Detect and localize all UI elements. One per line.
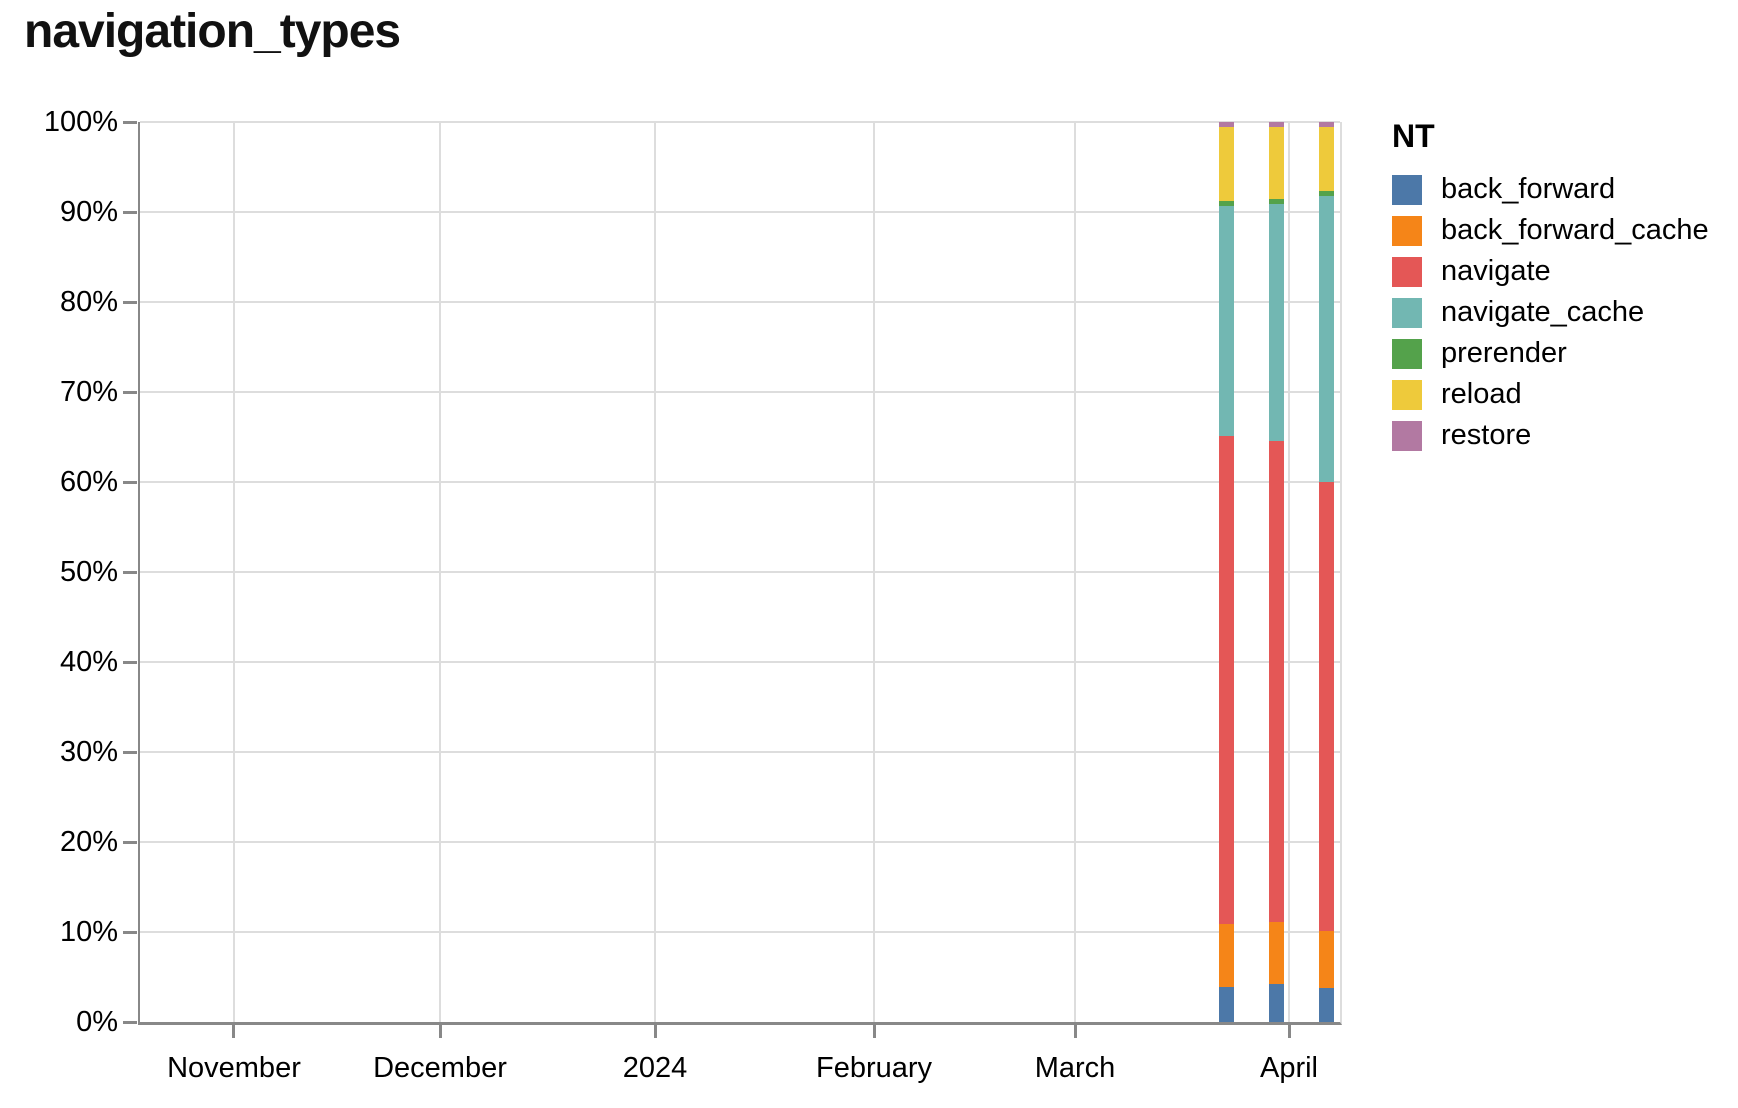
- bar-segment-reload: [1269, 126, 1285, 200]
- y-gridline: [140, 931, 1340, 933]
- legend-swatch-icon: [1392, 297, 1422, 328]
- y-axis-tick: [123, 660, 137, 664]
- legend-label: reload: [1441, 378, 1522, 410]
- x-axis-label: March: [1034, 1052, 1116, 1084]
- y-gridline: [140, 571, 1340, 573]
- y-gridline: [140, 301, 1340, 303]
- bar-segment-reload: [1318, 126, 1334, 192]
- x-gridline: [1074, 122, 1077, 1022]
- x-gridline: [654, 122, 657, 1022]
- y-axis-tick: [123, 120, 137, 124]
- y-axis-label: 10%: [59, 916, 118, 948]
- bar-segment-navigate: [1318, 482, 1334, 932]
- y-axis-tick: [123, 480, 137, 484]
- bar-segment-navigate: [1269, 440, 1285, 923]
- legend-items: back_forward back_forward_cache navigate na…: [1392, 173, 1709, 452]
- y-axis-label: 0%: [76, 1006, 118, 1038]
- bar-segment-back_forward: [1269, 984, 1285, 1022]
- y-gridline: [140, 211, 1340, 213]
- y-gridline: [140, 121, 1340, 123]
- y-axis-label: 100%: [43, 106, 118, 138]
- y-axis-label: 80%: [59, 286, 118, 318]
- legend-swatch-icon: [1392, 379, 1422, 410]
- legend-label: navigate: [1441, 255, 1551, 287]
- x-axis-tick: [438, 1025, 442, 1038]
- bar-segment-back_forward_cache: [1218, 923, 1234, 987]
- x-gridline: [232, 122, 235, 1022]
- y-axis-label: 40%: [59, 646, 118, 678]
- legend-item-restore: restore: [1392, 419, 1709, 452]
- bar-segment-prerender: [1269, 199, 1285, 204]
- legend-item-navigate: navigate: [1392, 255, 1709, 288]
- y-axis-tick: [123, 300, 137, 304]
- legend-swatch-icon: [1392, 256, 1422, 287]
- chart-title: navigation_types: [24, 5, 401, 58]
- y-axis-tick: [123, 570, 137, 574]
- bar-segment-navigate_cache: [1318, 195, 1334, 482]
- bar-segment-restore: [1269, 122, 1285, 127]
- y-axis-label: 60%: [59, 466, 118, 498]
- legend-label: prerender: [1441, 337, 1567, 369]
- plot-area: 0% 10% 20% 30% 40% 50% 60% 70% 80% 90% 100% Novembe…: [44, 106, 1342, 1084]
- x-axis-label: April: [1259, 1052, 1318, 1084]
- legend-item-reload: reload: [1392, 378, 1709, 411]
- legend-swatch-icon: [1392, 338, 1422, 369]
- bar-segment-reload: [1218, 126, 1234, 202]
- x-axis-label: February: [816, 1052, 933, 1084]
- y-axis-tick: [123, 1020, 137, 1024]
- y-axis-label: 50%: [59, 556, 118, 588]
- legend-label: back_forward_cache: [1441, 214, 1709, 246]
- y-axis-label: 90%: [59, 196, 118, 228]
- legend-swatch-icon: [1392, 174, 1422, 205]
- legend-title: NT: [1392, 118, 1435, 154]
- x-axis-tick: [872, 1025, 876, 1038]
- y-gridline: [140, 481, 1340, 483]
- y-gridline: [140, 661, 1340, 663]
- y-axis-label: 70%: [59, 376, 118, 408]
- x-axis-tick: [1287, 1025, 1291, 1038]
- bar-segment-back_forward: [1318, 987, 1334, 1022]
- bar-segment-prerender: [1318, 191, 1334, 196]
- bar-segment-navigate: [1218, 436, 1234, 924]
- y-axis-tick: [123, 840, 137, 844]
- legend-item-back_forward_cache: back_forward_cache: [1392, 214, 1709, 247]
- x-axis-label: December: [373, 1052, 507, 1084]
- legend-item-prerender: prerender: [1392, 337, 1709, 370]
- bar-segment-restore: [1318, 122, 1334, 127]
- legend-swatch-icon: [1392, 420, 1422, 451]
- x-axis-tick: [653, 1025, 657, 1038]
- bar-segment-restore: [1218, 122, 1234, 127]
- legend-label: restore: [1441, 419, 1532, 451]
- y-axis-label: 30%: [59, 736, 118, 768]
- legend-item-back_forward: back_forward: [1392, 173, 1709, 206]
- y-axis-tick: [123, 390, 137, 394]
- y-axis-tick: [123, 750, 137, 754]
- bar-segment-prerender: [1218, 201, 1234, 206]
- x-gridline: [1288, 122, 1290, 1022]
- bar-segment-navigate_cache: [1218, 205, 1234, 437]
- legend-label: back_forward: [1441, 173, 1616, 205]
- bar-segment-back_forward_cache: [1318, 931, 1334, 988]
- y-gridline: [140, 391, 1340, 393]
- y-gridline: [140, 751, 1340, 753]
- x-axis-tick: [232, 1025, 236, 1038]
- y-axis-tick: [123, 930, 137, 934]
- x-axis-tick: [1073, 1025, 1077, 1038]
- x-axis-label: November: [167, 1052, 301, 1084]
- x-gridline: [873, 122, 876, 1022]
- y-gridline: [140, 841, 1340, 843]
- legend-swatch-icon: [1392, 215, 1422, 246]
- y-axis-label: 20%: [59, 826, 118, 858]
- bar-segment-back_forward_cache: [1269, 922, 1285, 985]
- legend-item-navigate_cache: navigate_cache: [1392, 296, 1709, 329]
- x-axis-label: 2024: [622, 1052, 688, 1084]
- bar-segment-navigate_cache: [1269, 203, 1285, 441]
- x-gridline: [439, 122, 441, 1022]
- bar-segment-back_forward: [1218, 986, 1234, 1022]
- legend-label: navigate_cache: [1441, 296, 1645, 328]
- y-axis-tick: [123, 210, 137, 214]
